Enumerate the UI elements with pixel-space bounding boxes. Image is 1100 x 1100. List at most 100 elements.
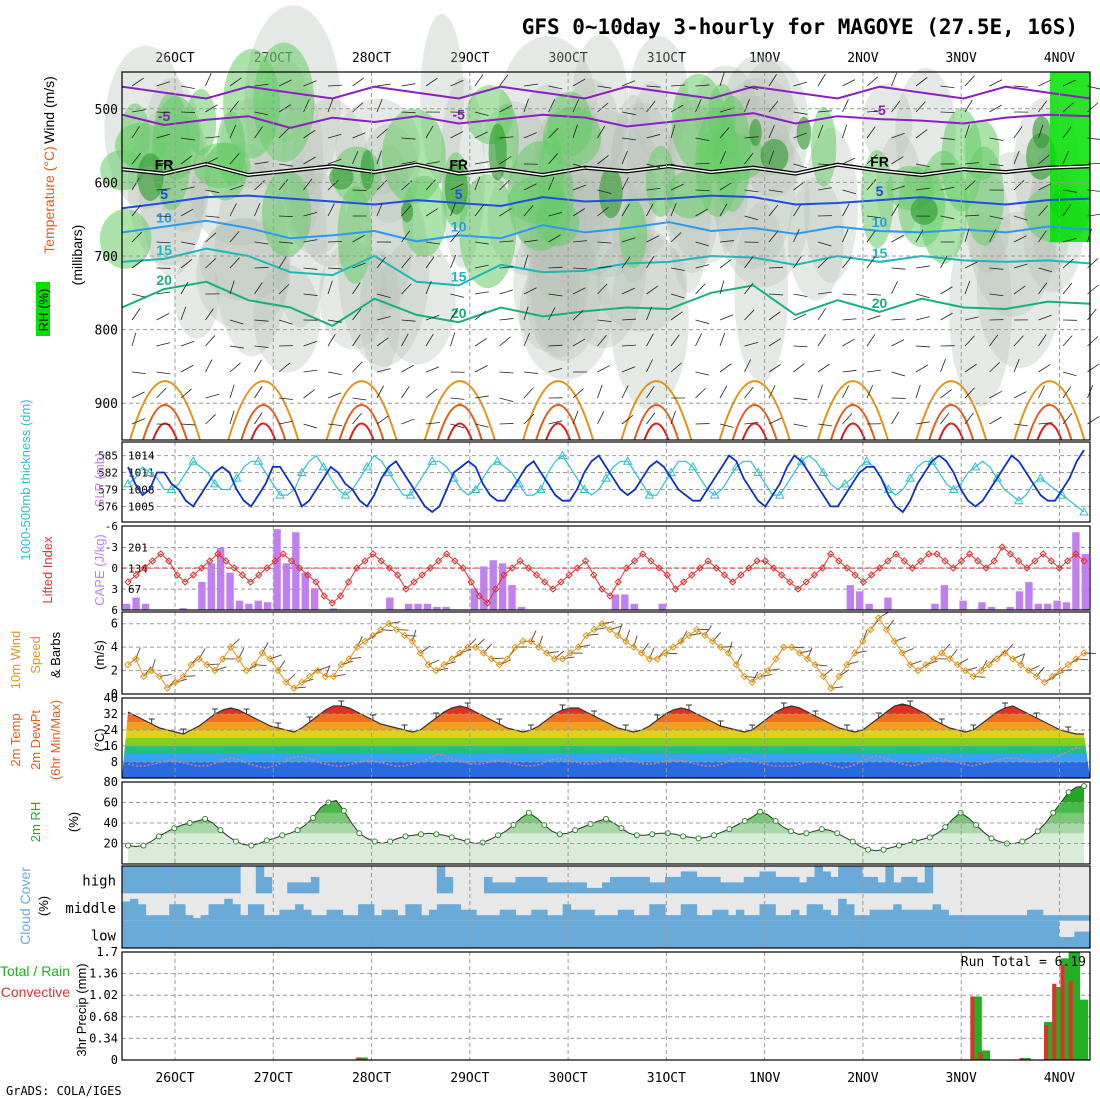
lifted-index-marker <box>214 550 222 558</box>
wind-barb <box>425 125 434 139</box>
wind-barb <box>719 240 734 243</box>
wind-barb <box>523 306 529 321</box>
lifted-index-marker <box>737 571 745 579</box>
wind-barb <box>1076 658 1089 661</box>
temperature-band <box>122 704 1090 706</box>
axis-label: 10m Wind <box>8 631 23 690</box>
wind-barb <box>548 293 563 297</box>
y-tick-label: 32 <box>104 707 118 721</box>
thickness-marker <box>666 467 677 477</box>
cloud-bar <box>609 915 619 921</box>
bottom-date-axis: 26OCT 27OCT 28OCT 29OCT 30OCT 31OCT 1NOV 2NOV 3N… <box>155 1071 1075 1086</box>
wind-barb <box>401 230 411 243</box>
wind-speed-marker <box>606 625 614 634</box>
cloud-bar <box>295 904 304 921</box>
lifted-index-marker <box>459 564 467 572</box>
thickness-marker <box>318 461 329 471</box>
cloud-bar <box>657 904 666 921</box>
wind-barb <box>768 124 775 139</box>
wind-barb <box>229 125 237 139</box>
wind-barb <box>670 311 683 321</box>
lifted-index-marker <box>908 564 917 572</box>
wind-barb <box>229 319 244 325</box>
wind-barb <box>254 359 262 373</box>
rh-shade <box>137 153 164 201</box>
wind-barb <box>491 657 504 660</box>
wind-barb <box>376 415 389 425</box>
wind-barb <box>744 98 750 113</box>
lifted-index-marker <box>246 578 255 586</box>
lifted-index-marker <box>835 557 843 565</box>
cloud-bar <box>326 909 336 921</box>
precip-panel: 0 0.34 0.68 1.02 1.36 1.7 Run Total = 6.19 3hr … <box>0 945 1091 1067</box>
wind-speed-marker <box>906 661 914 669</box>
cloud-bar <box>531 920 540 948</box>
wind-barb <box>1062 258 1074 269</box>
axis-label: 2m RH <box>28 802 43 842</box>
wind-speed-marker <box>424 661 432 669</box>
cloud-bar <box>759 920 768 948</box>
cloud-bar <box>908 920 918 948</box>
wind-barb <box>180 259 193 269</box>
wind-barb <box>131 77 144 87</box>
wind-barb <box>719 280 725 295</box>
wind-barb <box>695 333 702 347</box>
wind-barb <box>744 189 759 193</box>
wind-barb <box>131 126 140 139</box>
wind-barb <box>793 181 806 191</box>
wind-barb <box>229 231 240 243</box>
precip-convective-bar <box>1060 964 1065 1060</box>
wind-barb <box>474 241 489 245</box>
slp-thickness-panel: 1005 1008 1011 1014 576 579 582 585 1000-500mb t… <box>18 399 1091 561</box>
wind-barb <box>401 161 416 165</box>
cloud-bar <box>1027 920 1036 948</box>
wind-barb <box>768 385 776 399</box>
wind-speed-marker <box>772 655 780 663</box>
wind-barb <box>1038 267 1053 273</box>
cloud-bar <box>515 876 524 894</box>
y-tick-label: 24 <box>104 723 118 737</box>
wind-barb <box>793 163 808 169</box>
isotherm-25 <box>423 380 496 441</box>
wind-barb <box>964 124 970 139</box>
rh-marker <box>433 831 440 838</box>
wind-barb <box>842 99 849 113</box>
wind-barb <box>546 651 559 654</box>
date-tick-label: 1NOV <box>749 1071 780 1086</box>
wind-barb <box>793 293 808 298</box>
lifted-index-marker <box>794 585 802 593</box>
precip-convective-bar <box>1068 980 1073 1060</box>
cloud-bar <box>971 915 981 921</box>
wind-speed-marker <box>187 661 195 669</box>
wind-barb <box>1062 79 1076 87</box>
wind-barb <box>131 371 146 375</box>
wind-barb <box>964 280 971 295</box>
wind-barb <box>572 338 586 347</box>
wind-speed-marker <box>171 678 180 686</box>
wind-barb <box>744 342 759 347</box>
wind-barb <box>572 410 579 425</box>
cloud-bar <box>295 920 304 948</box>
isotherm-label: -5 <box>158 108 171 124</box>
cloud-bar <box>271 915 280 921</box>
wind-barb <box>499 240 514 243</box>
cloud-bar <box>617 876 627 894</box>
wind-barb <box>450 183 464 191</box>
wind-barb <box>352 150 359 165</box>
wind-barb <box>254 282 263 295</box>
wind-speed-marker <box>819 672 827 681</box>
wind-barb <box>646 100 656 113</box>
wind-barb <box>768 293 783 296</box>
wind-speed-marker <box>258 649 267 657</box>
date-tick-label: 1NOV <box>749 51 780 66</box>
cloud-bar <box>145 920 155 948</box>
lifted-index-marker <box>222 557 230 565</box>
wind-barb <box>327 133 342 139</box>
lifted-index-marker <box>532 571 541 579</box>
wind-barb <box>352 102 364 113</box>
lifted-index-marker <box>1006 550 1015 558</box>
cloud-bar <box>350 920 359 948</box>
cloud-bar <box>279 909 288 921</box>
cape-bar <box>301 572 309 610</box>
wind-barb <box>254 386 263 399</box>
